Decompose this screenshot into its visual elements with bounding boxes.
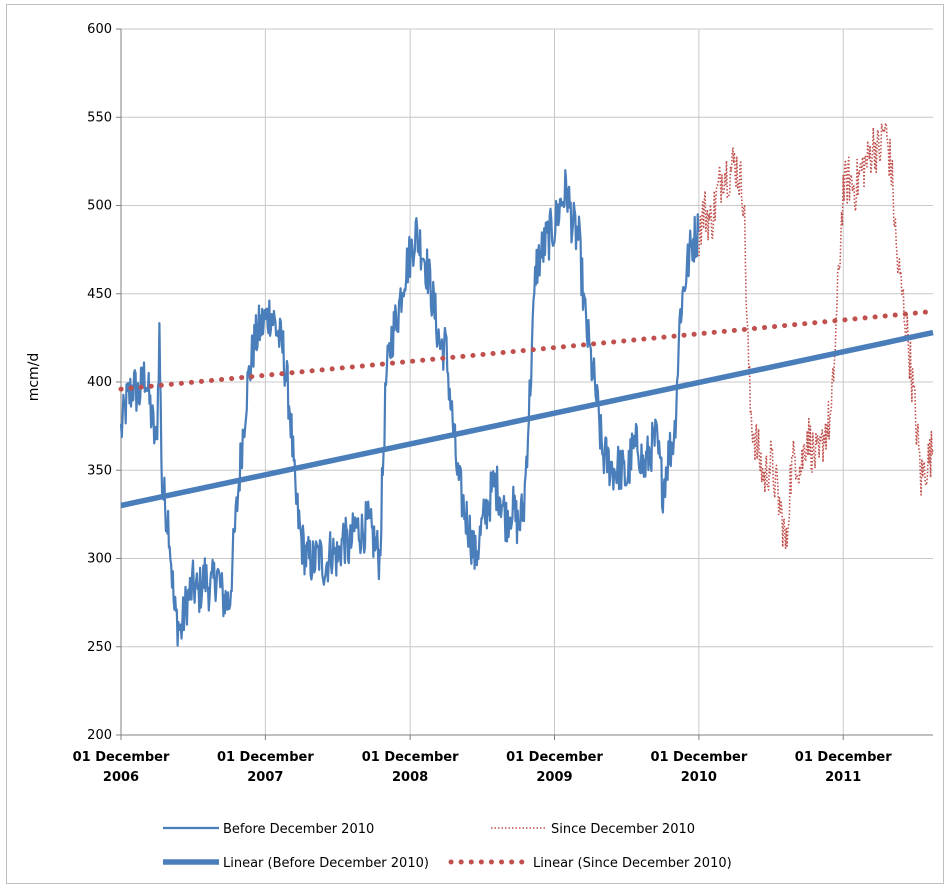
legend-label-3: Linear (Since December 2010) [533,856,732,871]
x-tick-label-line2: 2009 [536,770,572,785]
x-tick-label-line1: 01 December [650,750,747,765]
line-chart: 200 250 300 350 400 450 500 550 600 01 December 20… [26,22,936,871]
series [118,122,936,647]
y-tick-label: 400 [87,375,112,390]
axes: 200 250 300 350 400 450 500 550 600 01 December 20… [73,22,933,785]
y-tick-label: 200 [87,728,112,743]
series-line-1 [698,122,934,549]
y-tick-label: 600 [87,22,112,37]
x-tick-label-line1: 01 December [362,750,459,765]
y-axis-label: mcm/d [26,353,42,402]
gridlines [120,28,933,736]
legend-label-1: Since December 2010 [551,822,695,837]
x-tick-label-line2: 2010 [681,770,717,785]
x-tick-label-line2: 2006 [103,770,139,785]
x-tick-label-line1: 01 December [506,750,603,765]
x-tick-label-line2: 2007 [247,770,283,785]
y-tick-label: 500 [87,199,112,214]
y-tick-label: 300 [87,552,112,567]
x-tick-label-line1: 01 December [795,750,892,765]
y-tick-label: 550 [87,110,112,125]
series-line-2 [120,329,934,509]
series-line-3 [118,308,936,392]
y-tick-label: 450 [87,287,112,302]
y-tick-label: 350 [87,463,112,478]
x-tick-label-line1: 01 December [217,750,314,765]
series-line-0 [119,169,700,647]
chart-frame: 200 250 300 350 400 450 500 550 600 01 December 20… [6,4,944,884]
legend-label-2: Linear (Before December 2010) [223,856,429,871]
legend: Before December 2010 Since December 2010 L… [163,822,732,871]
y-tick-label: 250 [87,640,112,655]
x-tick-label-line2: 2008 [392,770,428,785]
legend-label-0: Before December 2010 [223,822,374,837]
x-tick-label-line2: 2011 [825,770,861,785]
x-tick-label-line1: 01 December [73,750,170,765]
